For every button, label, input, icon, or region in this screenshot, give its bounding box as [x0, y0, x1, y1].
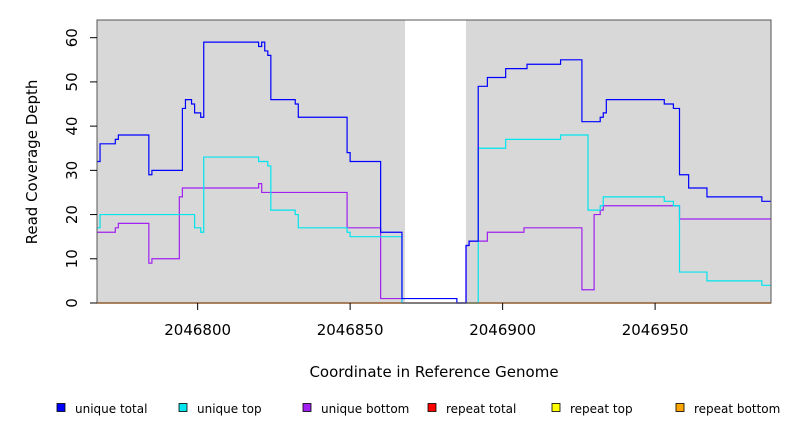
legend-item-repeat-top: repeat top — [551, 402, 633, 416]
legend-swatch-unique-bottom — [302, 403, 312, 412]
y-tick-label-3: 30 — [63, 161, 81, 180]
y-tick-label-2: 20 — [63, 205, 81, 224]
legend-label-repeat-bottom: repeat bottom — [694, 402, 780, 416]
legend-swatch-repeat-bottom — [675, 403, 685, 412]
legend-label-unique-bottom: unique bottom — [321, 402, 409, 416]
y-axis: 0 10 20 30 40 50 60 — [63, 28, 97, 308]
x-axis-label: Coordinate in Reference Genome — [309, 363, 558, 381]
y-tick-label-4: 40 — [63, 117, 81, 136]
legend-swatch-unique-top — [178, 403, 188, 412]
legend-item-unique-bottom: unique bottom — [302, 402, 409, 416]
legend: unique total unique top unique bottom repea… — [56, 402, 780, 416]
legend-label-unique-top: unique top — [197, 402, 262, 416]
y-tick-label-0: 0 — [63, 298, 81, 308]
x-tick-label-2: 2046900 — [469, 321, 536, 339]
legend-swatch-repeat-total — [427, 403, 437, 412]
y-axis-label: Read Coverage Depth — [23, 80, 41, 245]
x-tick-label-1: 2046850 — [317, 321, 384, 339]
legend-label-repeat-top: repeat top — [570, 402, 633, 416]
legend-item-unique-total: unique total — [56, 402, 147, 416]
x-axis: 2046800 2046850 2046900 2046950 — [164, 303, 689, 339]
y-tick-label-1: 10 — [63, 249, 81, 268]
covered-region-1 — [466, 20, 771, 303]
series-unique-total — [97, 41, 771, 304]
covered-regions — [97, 20, 771, 303]
legend-item-unique-top: unique top — [178, 402, 262, 416]
x-tick-label-3: 2046950 — [622, 321, 689, 339]
legend-swatch-unique-total — [56, 403, 66, 412]
y-tick-label-5: 50 — [63, 72, 81, 91]
legend-label-repeat-total: repeat total — [446, 402, 516, 416]
plot-frame — [96, 19, 772, 304]
legend-label-unique-total: unique total — [75, 402, 147, 416]
series-unique-bottom — [97, 183, 771, 304]
x-tick-label-0: 2046800 — [164, 321, 231, 339]
legend-item-repeat-total: repeat total — [427, 402, 516, 416]
legend-item-repeat-bottom: repeat bottom — [675, 402, 780, 416]
legend-swatch-repeat-top — [551, 403, 561, 412]
y-tick-label-6: 60 — [63, 28, 81, 47]
